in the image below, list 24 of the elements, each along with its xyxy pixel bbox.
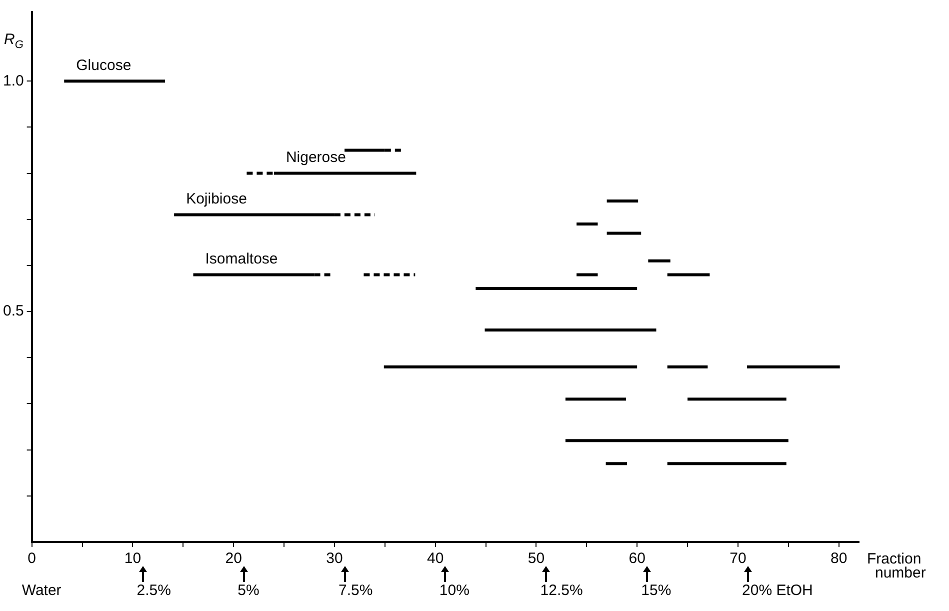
text: 7.5% xyxy=(338,582,373,599)
series-label: Isomaltose xyxy=(205,250,278,268)
x-tick-label: 10 xyxy=(124,550,142,568)
x-axis-title: Fraction number xyxy=(867,550,926,582)
text: 5% xyxy=(238,582,260,599)
series-label: Kojibiose xyxy=(186,190,247,208)
x-tick-label: 20 xyxy=(225,550,242,568)
y-tick-label: 0.5 xyxy=(2,302,24,320)
x-tick-label: 40 xyxy=(426,550,444,568)
series-label: Glucose xyxy=(76,56,132,74)
x-tick-label: 50 xyxy=(528,550,545,568)
x-tick-label: 80 xyxy=(830,550,848,568)
text: 10% xyxy=(439,582,470,599)
x-tick-label: 0 xyxy=(28,550,36,568)
x-tick-label: 60 xyxy=(628,550,646,568)
series-label: Nigerose xyxy=(286,148,346,166)
text: 20% EtOH xyxy=(742,582,813,599)
y-tick-label: 1.0 xyxy=(2,72,24,90)
text: 12.5% xyxy=(540,582,583,599)
text: 15% xyxy=(641,582,672,599)
text: Water xyxy=(22,582,62,599)
text: 2.5% xyxy=(136,582,171,599)
x-tick-label: 30 xyxy=(326,550,343,568)
x-tick-label: 70 xyxy=(730,550,746,568)
